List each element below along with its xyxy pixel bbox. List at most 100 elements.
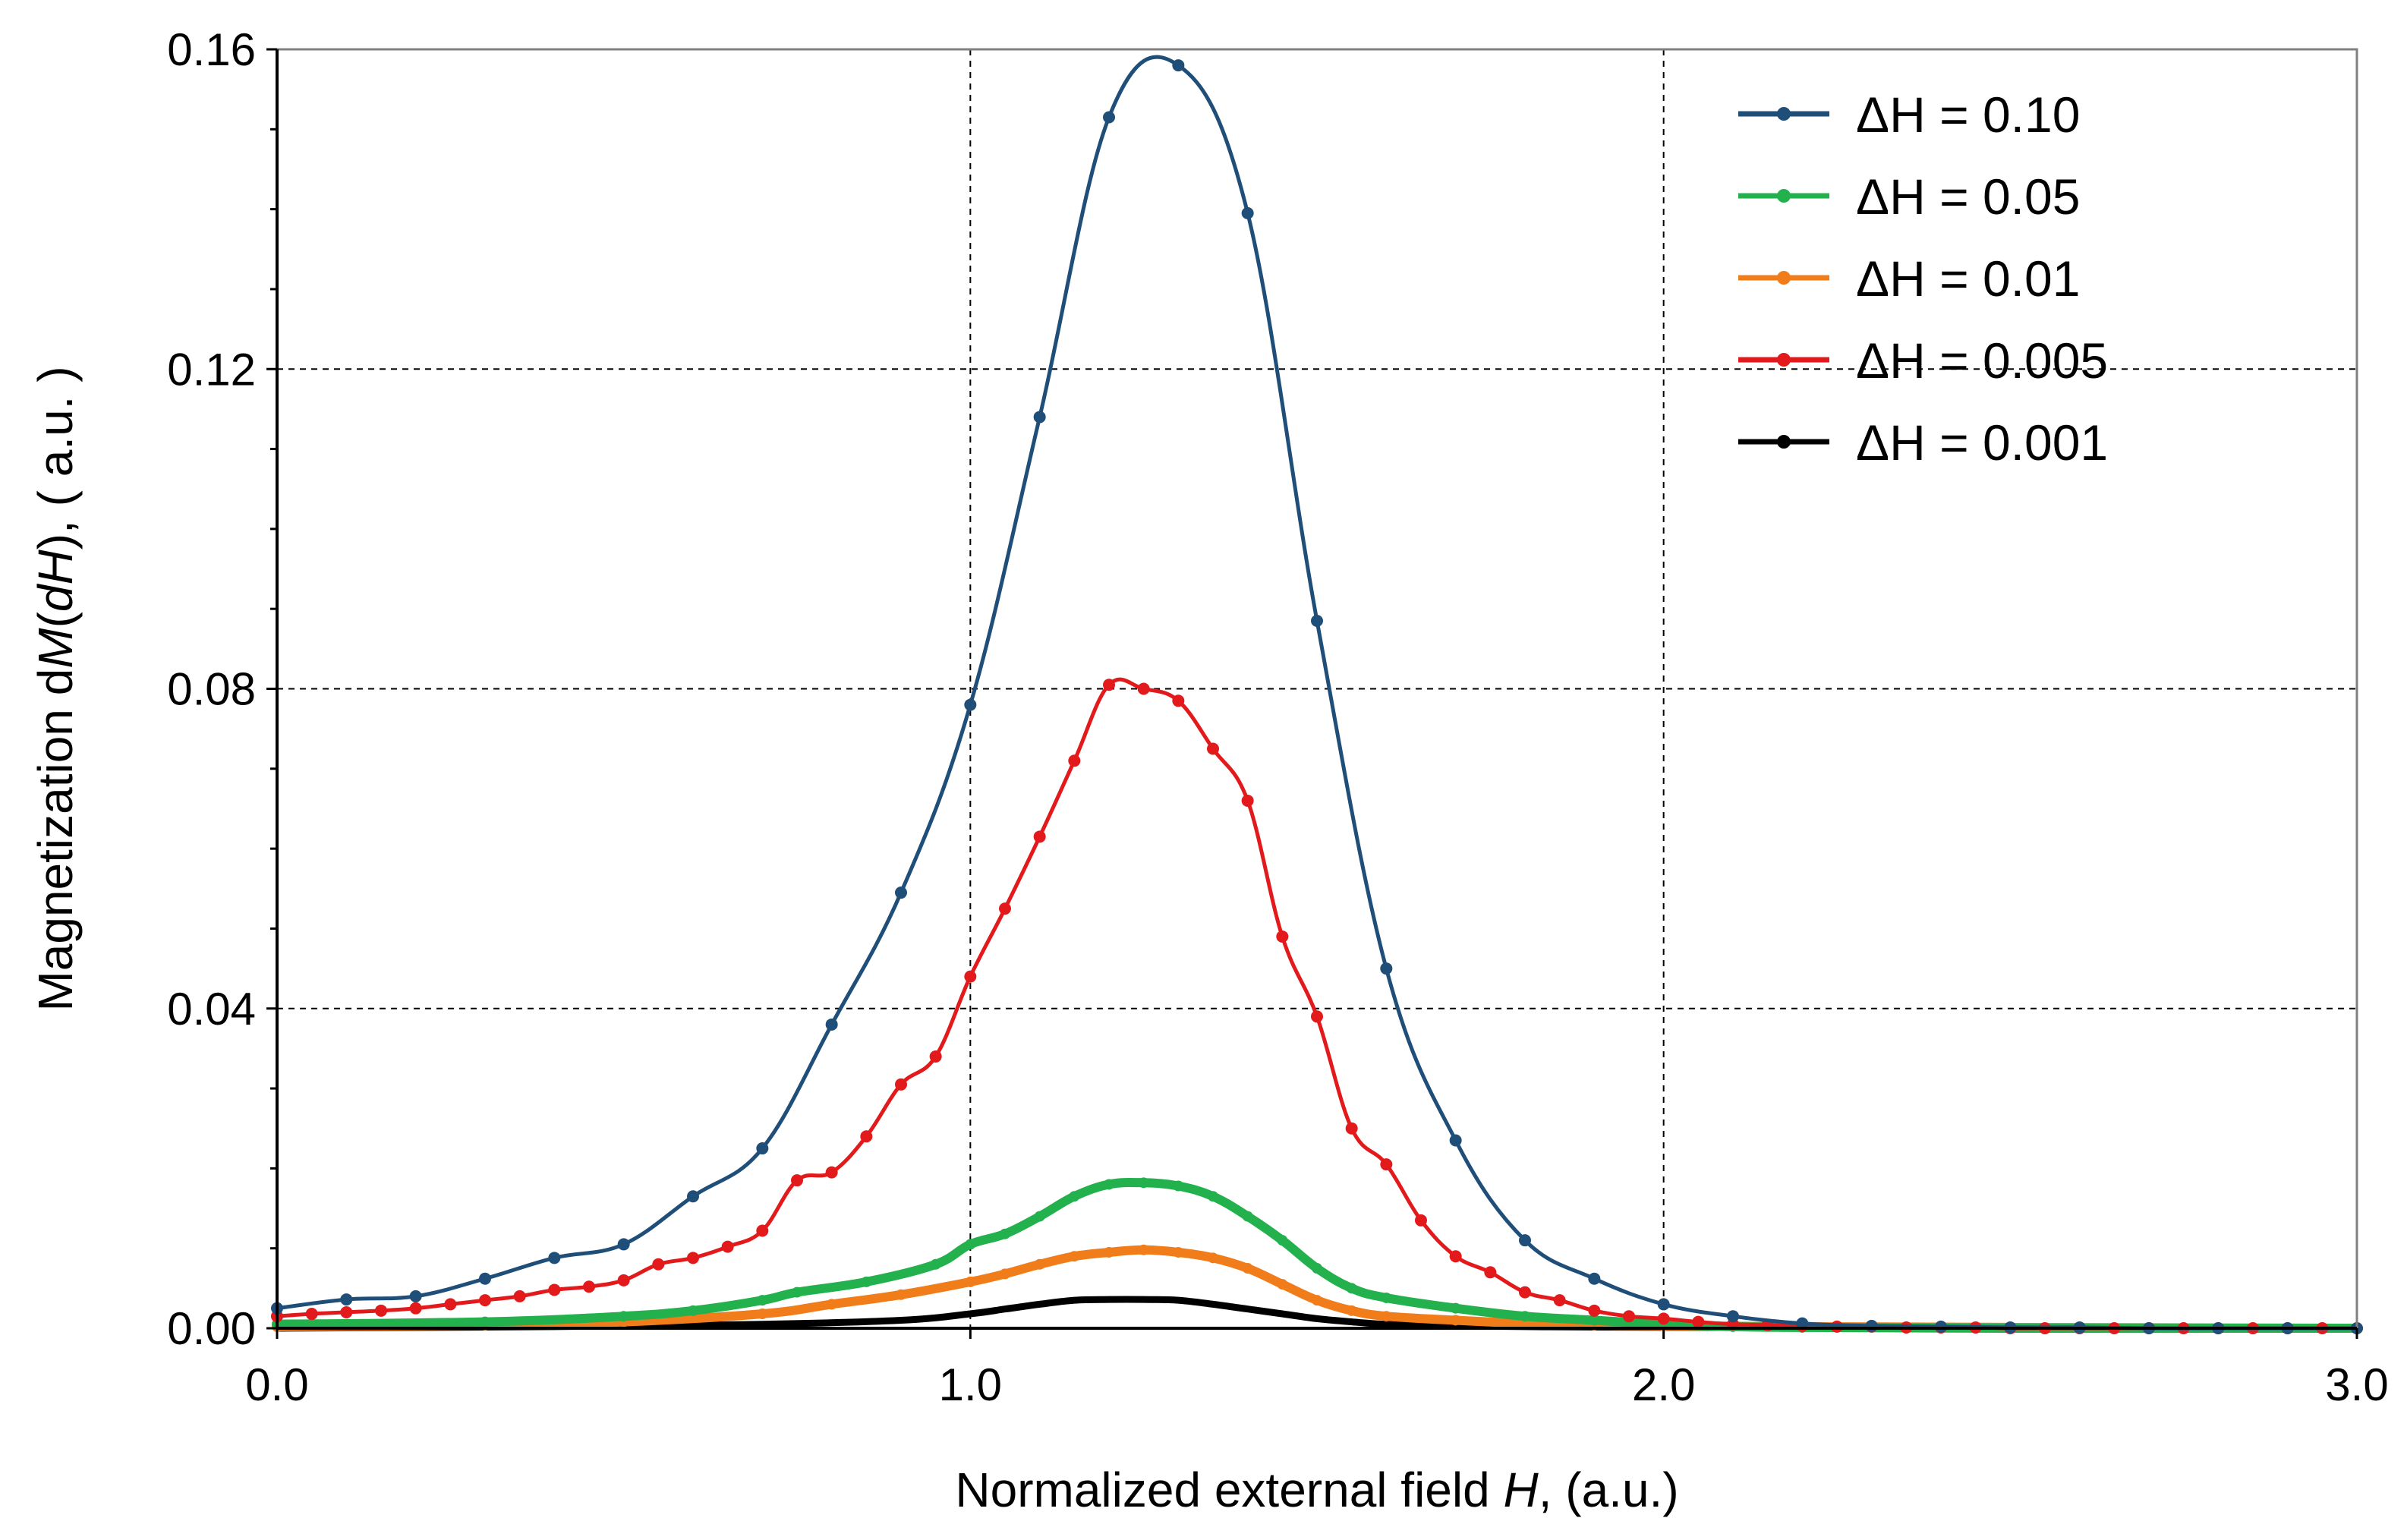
data-point [479,1294,491,1307]
legend-entry-2: ΔH = 0.01 [1738,250,2080,307]
data-point [1277,1279,1288,1290]
x-axis-title-prefix: Normalized external field [955,1463,1503,1517]
legend-label: ΔH = 0.05 [1856,168,2080,225]
data-point [1312,1263,1322,1274]
data-point [340,1305,353,1318]
data-point [1277,1235,1288,1246]
data-point [965,1276,976,1287]
data-point [1935,1320,1947,1333]
data-point [757,1295,768,1306]
data-point [860,1130,873,1143]
legend-label: ΔH = 0.005 [1856,332,2108,389]
data-point [1137,682,1150,695]
data-point [375,1304,387,1317]
data-point [1553,1294,1566,1307]
data-point [1520,1311,1530,1322]
data-point [513,1290,526,1302]
data-point [1104,1246,1114,1258]
data-point [1000,1228,1010,1239]
data-point [1069,1191,1080,1202]
data-point [340,1293,353,1306]
data-point [721,1240,734,1253]
legend-entry-0: ΔH = 0.10 [1738,87,2080,143]
axis-ticks: 0.00 0.04 0.08 0.12 0.16 0.0 1.0 2.0 3.0 [167,24,2388,1410]
data-point [687,1252,699,1264]
data-point [861,1276,872,1287]
y-axis-title-italic-dh: dH [28,549,83,612]
data-point [1484,1266,1497,1279]
y-axis-title: Magnetization dM(dH), ( a.u. ) [28,366,83,1011]
y-axis-title-paren: ( [28,612,83,628]
data-point [756,1224,769,1237]
legend-entry-4: ΔH = 0.001 [1738,414,2108,471]
data-point [1071,1297,1078,1304]
data-point [548,1252,561,1264]
data-point [617,1274,630,1286]
y-tick-label: 0.00 [167,1303,256,1354]
legend-label: ΔH = 0.10 [1856,87,2080,143]
data-point [1173,1180,1184,1192]
data-point [1242,1263,1253,1274]
data-point [1033,830,1046,843]
y-axis-title-italic-m: M [28,628,83,669]
y-axis-title-prefix: Magnetization d [28,669,83,1012]
data-point [1346,1283,1357,1294]
data-point [548,1283,561,1296]
data-point [826,1299,837,1310]
data-point [898,1317,904,1324]
data-point [967,1311,974,1318]
data-point [759,1321,766,1327]
data-point [618,1311,629,1322]
data-point [1034,1258,1045,1270]
data-point [895,887,907,899]
x-tick-label: 1.0 [939,1359,1002,1410]
data-point [1314,1315,1320,1322]
data-point [409,1290,422,1302]
data-point [1380,1158,1393,1171]
legend-marker [1777,189,1791,203]
data-point [1175,1297,1182,1304]
data-point [688,1305,698,1316]
data-point [1279,1311,1286,1318]
data-point [1311,614,1323,627]
data-point [825,1018,838,1031]
data-point [444,1298,457,1311]
data-point [964,698,977,711]
data-point [1692,1315,1705,1328]
legend-marker [1777,271,1791,285]
data-point [929,1050,942,1063]
legend-entry-3: ΔH = 0.005 [1738,332,2108,389]
data-point [1383,1321,1390,1327]
data-point [1207,742,1219,755]
legend-marker [1777,435,1791,449]
data-point [305,1308,318,1321]
data-point [1000,1268,1010,1280]
data-point [1140,1296,1147,1303]
x-axis-title-suffix: , (a.u.) [1539,1463,1679,1517]
data-point [825,1166,838,1179]
data-point [1210,1301,1216,1308]
data-point [409,1302,422,1315]
data-point [1588,1272,1601,1285]
data-point [1346,1305,1357,1316]
data-point [1241,794,1254,807]
x-tick-label: 0.0 [245,1359,308,1410]
x-axis-title: Normalized external field H, (a.u.) [955,1463,1678,1517]
data-point [1276,930,1289,943]
data-point [1173,1246,1184,1258]
data-point [480,1316,490,1327]
data-point [479,1272,491,1285]
data-point [1103,679,1115,691]
data-point [1449,1134,1462,1147]
x-tick-label: 2.0 [1632,1359,1695,1410]
data-point [1449,1250,1462,1263]
data-point [1138,1177,1149,1189]
data-point [1311,1010,1323,1023]
data-point [895,1078,907,1091]
data-point [1381,1311,1392,1322]
data-point [1450,1302,1461,1314]
data-point [617,1238,630,1251]
data-point [1002,1305,1008,1312]
